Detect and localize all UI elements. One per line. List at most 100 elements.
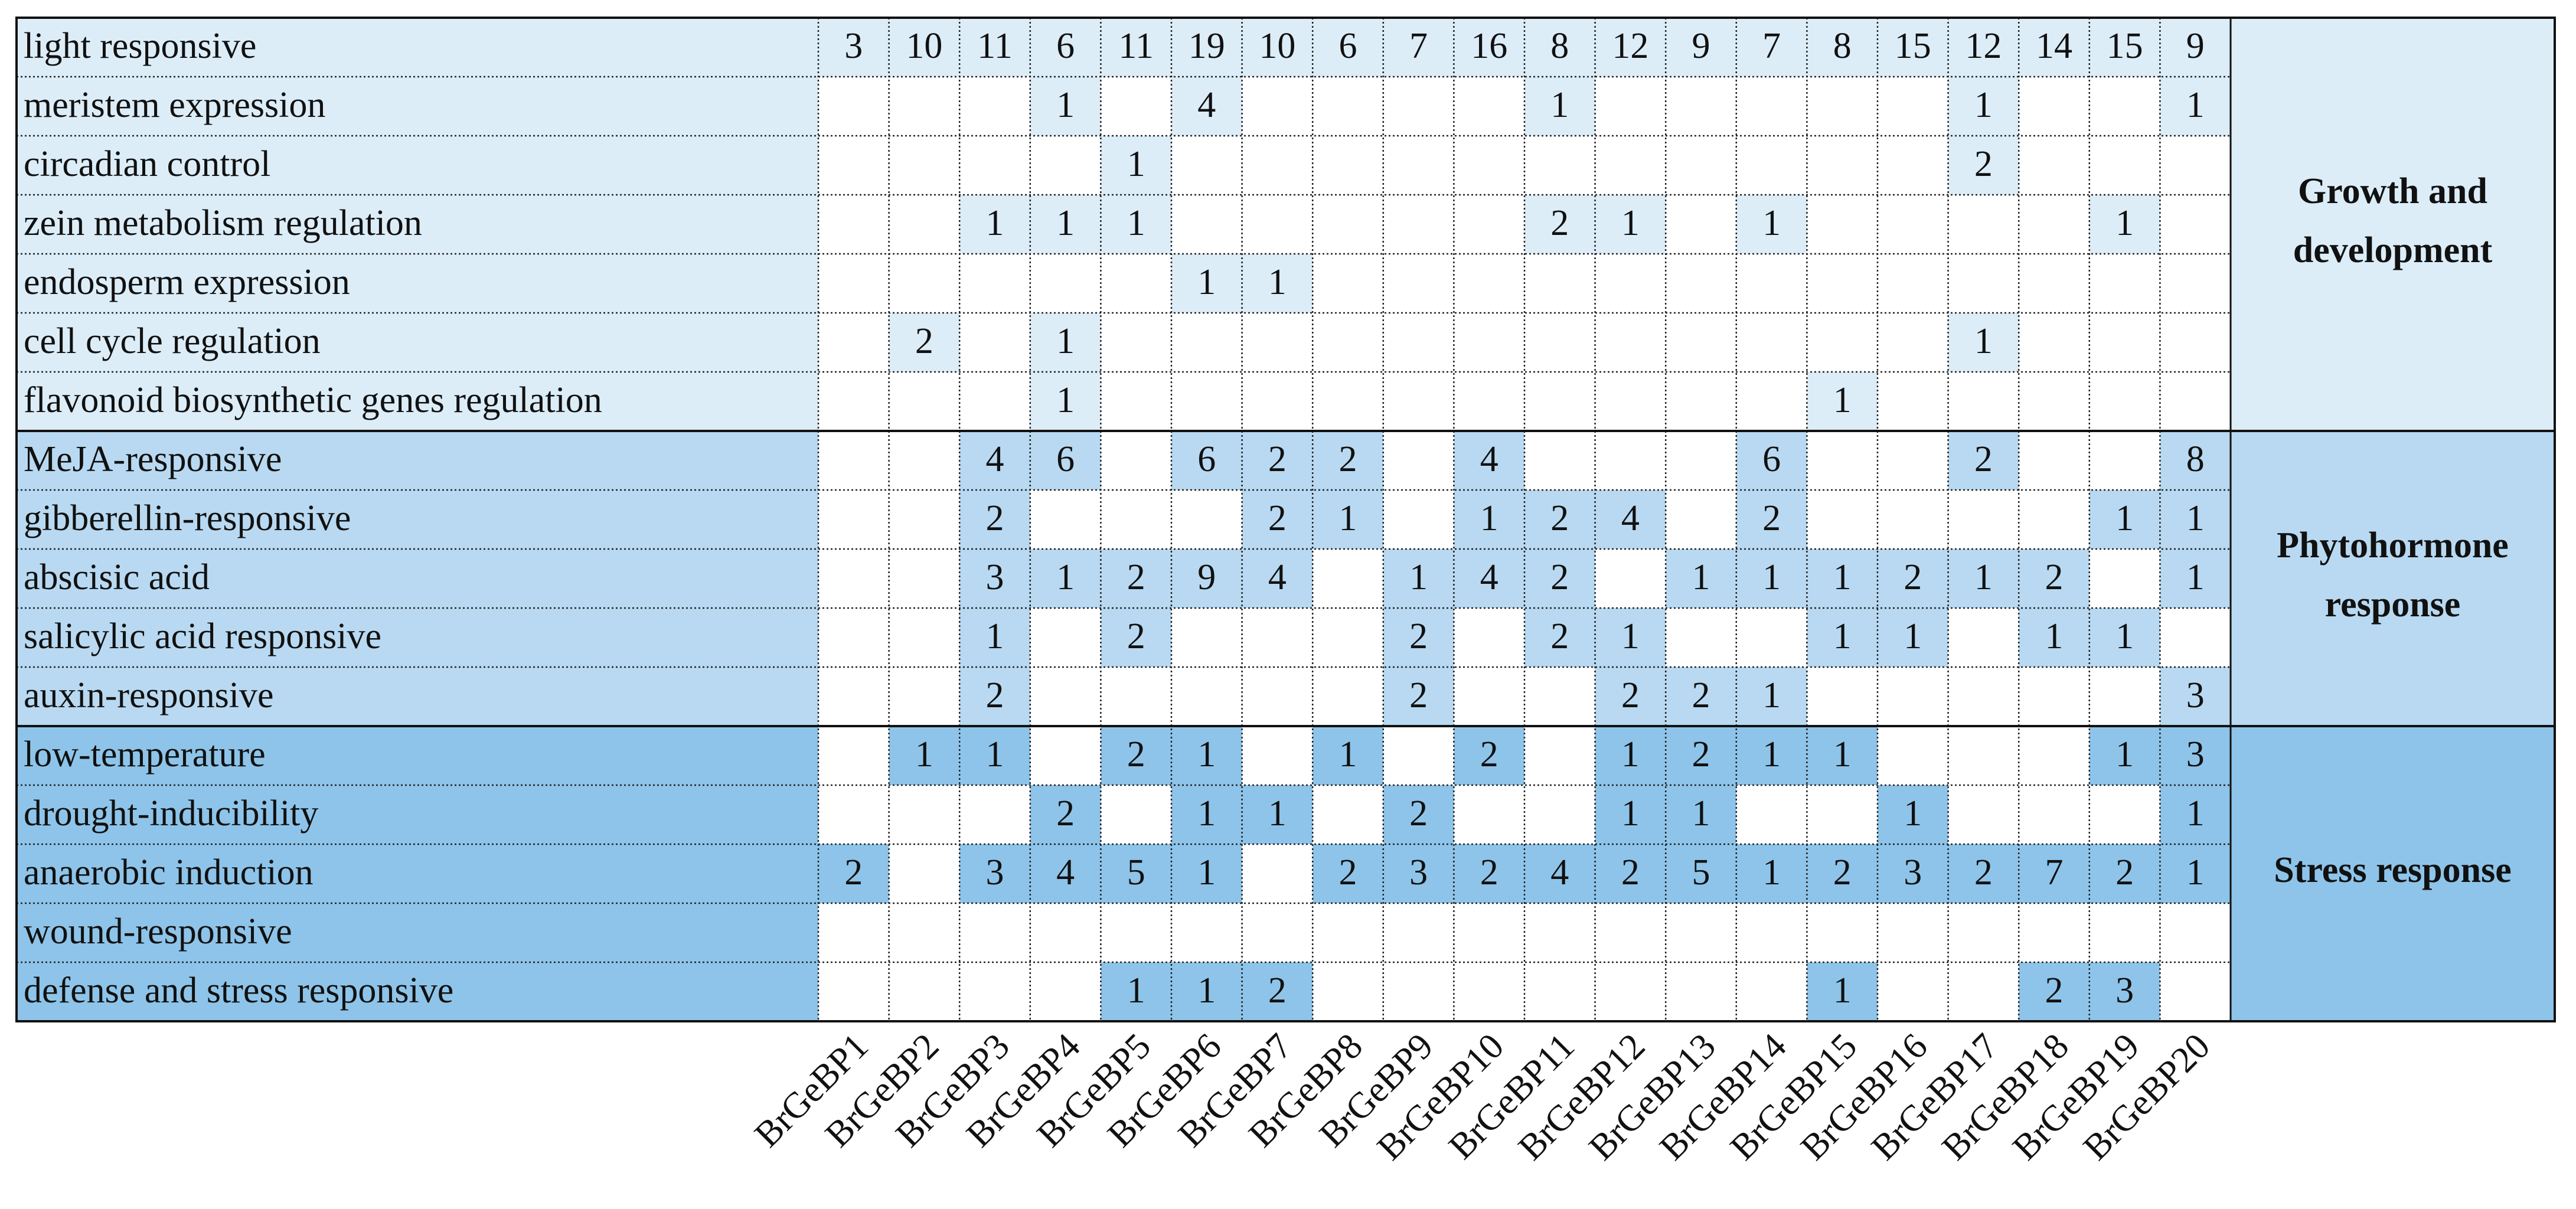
cell-fill [1171, 431, 1242, 490]
cell-fill [1736, 549, 1807, 608]
cell-fill [1383, 785, 1454, 844]
cell-fill [1595, 490, 1666, 549]
cell-value: 3 [1409, 852, 1428, 893]
cell-value: 16 [1471, 26, 1507, 66]
cell-fill [1454, 844, 1524, 903]
cell-value: 1 [986, 616, 1004, 656]
cell-fill [1736, 490, 1807, 549]
cell-value: 3 [2186, 675, 2205, 715]
cell-value: 1 [1692, 557, 1710, 597]
cell-value: 2 [1480, 852, 1498, 893]
row-label-bg [17, 18, 818, 431]
cell-value: 1 [1833, 380, 1852, 420]
cell-value: 2 [1268, 439, 1287, 479]
row-label: anaerobic induction [24, 852, 314, 893]
cell-value: 2 [1268, 971, 1287, 1011]
cell-fill [1807, 18, 1878, 77]
cell-fill [2160, 77, 2231, 136]
cell-value: 1 [1974, 85, 1993, 125]
cell-fill [1807, 726, 1878, 785]
group-label-bg [2231, 431, 2555, 726]
cell-fill [1807, 608, 1878, 667]
cell-fill [2160, 18, 2231, 77]
cell-value: 1 [1833, 734, 1852, 775]
cell-fill [1878, 844, 1948, 903]
cell-fill [818, 18, 889, 77]
row-label: cell cycle regulation [24, 321, 321, 361]
cell-fill [1666, 18, 1736, 77]
cell-fill [2160, 667, 2231, 726]
cell-fill [1807, 844, 1878, 903]
cell-fill [1948, 18, 2019, 77]
cell-value: 2 [1339, 852, 1357, 893]
cell-value: 1 [1762, 557, 1781, 597]
cell-value: 1 [2115, 203, 2134, 243]
cell-value: 2 [1480, 734, 1498, 775]
cell-fill [1171, 77, 1242, 136]
cell-fill [1030, 18, 1101, 77]
cell-value: 6 [1056, 26, 1075, 66]
cell-value: 2 [1621, 852, 1640, 893]
cell-value: 1 [1904, 793, 1922, 834]
cell-value: 15 [1895, 26, 1931, 66]
cell-value: 3 [1904, 852, 1922, 893]
group-label-bg [2231, 18, 2555, 431]
row-label: zein metabolism regulation [24, 203, 422, 243]
cell-value: 1 [1621, 793, 1640, 834]
cell-fill [2089, 844, 2160, 903]
cell-value: 6 [1339, 26, 1357, 66]
cell-fill [1313, 726, 1383, 785]
cell-fill [2089, 18, 2160, 77]
cell-value: 1 [1762, 203, 1781, 243]
cell-value: 19 [1189, 26, 1225, 66]
cell-fill [1948, 549, 2019, 608]
cell-fill [1454, 726, 1524, 785]
cell-value: 1 [1762, 734, 1781, 775]
cell-value: 6 [1197, 439, 1216, 479]
row-label: endosperm expression [24, 262, 350, 302]
cell-fill [2160, 785, 2231, 844]
cell-value: 1 [1197, 262, 1216, 302]
cell-fill [1807, 549, 1878, 608]
cell-value: 1 [1833, 971, 1852, 1011]
cell-value: 1 [1056, 203, 1075, 243]
cell-value: 4 [1056, 852, 1075, 893]
cell-fill [959, 667, 1030, 726]
cell-value: 10 [906, 26, 942, 66]
cell-value: 1 [1974, 321, 1993, 361]
row-label: circadian control [24, 144, 270, 184]
cell-fill [1666, 726, 1736, 785]
cell-value: 1 [1692, 793, 1710, 834]
cell-value: 2 [986, 675, 1004, 715]
cell-fill [1101, 136, 1171, 195]
cell-fill [1454, 490, 1524, 549]
cell-fill [1242, 962, 1313, 1021]
cell-fill [1171, 254, 1242, 313]
cell-value: 1 [986, 734, 1004, 775]
cell-fill [959, 490, 1030, 549]
cell-value: 2 [986, 498, 1004, 538]
cell-fill [1030, 844, 1101, 903]
cell-value: 1 [986, 203, 1004, 243]
cell-fill [1524, 549, 1595, 608]
cell-fill [1454, 431, 1524, 490]
cell-value: 1 [1197, 734, 1216, 775]
cell-fill [1242, 549, 1313, 608]
cell-fill [1030, 372, 1101, 431]
cell-fill [1171, 962, 1242, 1021]
cell-fill [1948, 77, 2019, 136]
cell-fill [2019, 608, 2089, 667]
cell-value: 1 [2186, 498, 2205, 538]
cell-fill [889, 18, 960, 77]
row-label: abscisic acid [24, 557, 210, 597]
cell-value: 7 [1762, 26, 1781, 66]
cell-fill [1524, 77, 1595, 136]
cell-value: 1 [1127, 971, 1145, 1011]
row-label: low-temperature [24, 734, 266, 775]
cell-fill [1101, 195, 1171, 254]
cell-fill [1171, 785, 1242, 844]
cell-value: 9 [1692, 26, 1710, 66]
cell-value: 2 [1974, 144, 1993, 184]
cell-fill [1030, 431, 1101, 490]
cell-fill [1101, 844, 1171, 903]
